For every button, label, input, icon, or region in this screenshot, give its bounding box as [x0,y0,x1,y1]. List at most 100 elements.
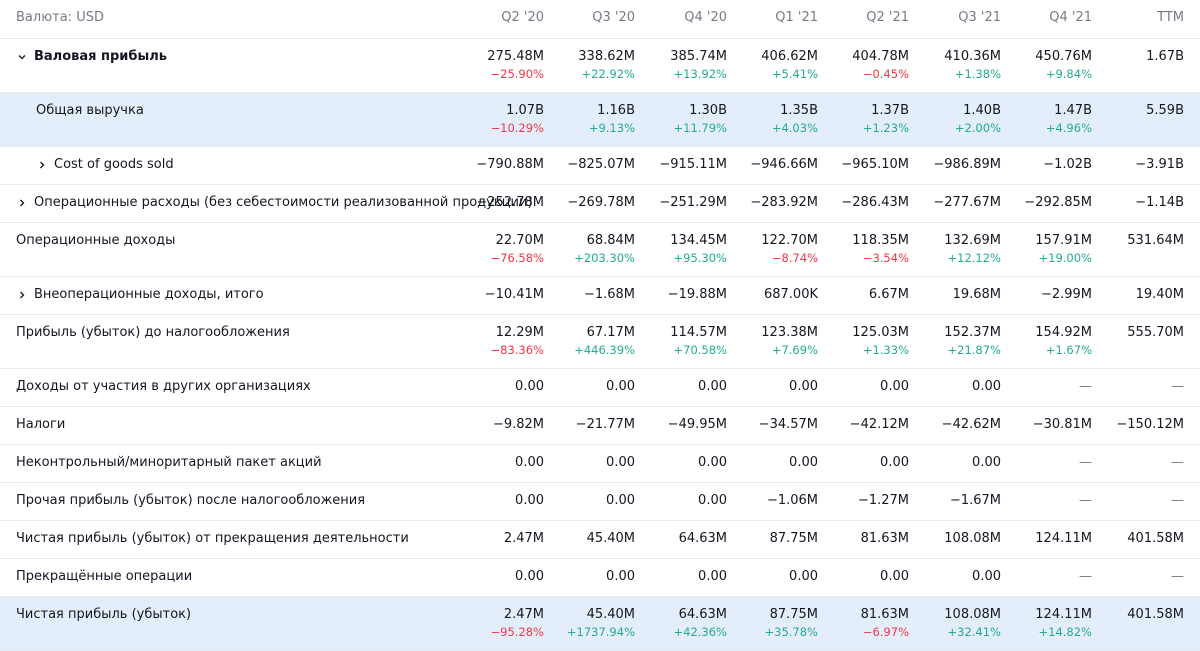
chevron-right-icon[interactable] [16,289,28,301]
value-cell: 401.58M [1127,531,1184,547]
value: −1.06M [766,493,818,508]
change-percent: +13.92% [673,67,728,81]
value-cell: −19.88M [668,287,727,303]
value-cell: 124.11M [1035,531,1092,547]
value: 118.35M [852,233,909,248]
value: 154.92M [1035,325,1092,340]
change-percent: +95.30% [673,251,728,265]
change-percent: +446.39% [574,343,635,357]
table-row[interactable]: Операционные расходы (без себестоимости … [0,185,1200,223]
value: 1.67B [1146,49,1184,64]
row-label: Чистая прибыль (убыток) от прекращения д… [16,531,409,546]
column-header: Q3 '20 [592,10,635,25]
value-cell: −1.68M [584,287,635,303]
value-cell: 1.67B [1146,49,1184,65]
value: −30.81M [1032,417,1092,432]
value-cell: 531.64M [1127,233,1184,249]
value-cell: 134.45M +95.30% [670,233,727,265]
value: 12.29M [495,325,544,340]
table-body: Валовая прибыль 275.48M −25.90% 338.62M +22.… [0,39,1200,651]
value: −34.57M [758,417,818,432]
value: 338.62M [578,49,635,64]
value-cell: 0.00 [972,379,1001,395]
value-cell: −49.95M [668,417,727,433]
value-cell: 0.00 [789,569,818,585]
value: 2.47M [503,607,544,622]
value-cell: −1.06M [767,493,818,509]
value-cell: 0.00 [972,455,1001,471]
value: −292.85M [1024,195,1092,210]
row-label: Доходы от участия в других организациях [16,379,311,394]
change-percent: −0.45% [862,67,909,81]
value-cell: −1.14B [1135,195,1184,211]
value: 64.63M [678,531,727,546]
table-row[interactable]: Валовая прибыль 275.48M −25.90% 338.62M +22.… [0,39,1200,93]
change-percent: +70.58% [673,343,728,357]
value-cell: 338.62M +22.92% [578,49,635,81]
value-cell: −3.91B [1135,157,1184,173]
value: −1.27M [857,493,909,508]
value-cell: 152.37M +21.87% [944,325,1001,357]
table-row[interactable]: Cost of goods sold −790.88M −825.07M −915.1… [0,147,1200,185]
value: 0.00 [698,569,727,584]
value-cell: 401.58M [1127,607,1184,623]
table-row[interactable]: Внеоперационные доходы, итого −10.41M −1.6… [0,277,1200,315]
value: 19.40M [1135,287,1184,302]
value: 5.59B [1146,103,1184,118]
row-label-text: Доходы от участия в других организациях [16,379,311,394]
value: 0.00 [789,569,818,584]
value-cell: −915.11M [659,157,727,173]
currency-label: Валюта: USD [16,10,104,25]
row-label-text: Чистая прибыль (убыток) [16,607,192,622]
row-label: Неконтрольный/миноритарный пакет акций [16,455,322,470]
value: 81.63M [860,607,909,622]
value: −825.07M [567,157,635,172]
value: 1.30B [689,103,727,118]
value-cell: −34.57M [759,417,818,433]
value-cell: −10.41M [485,287,544,303]
chevron-right-icon[interactable] [16,197,28,209]
value: — [1079,455,1092,470]
change-percent: +9.84% [1045,67,1092,81]
row-label-text: Прочая прибыль (убыток) после налогообло… [16,493,366,508]
value: 555.70M [1127,325,1184,340]
value: −1.67M [949,493,1001,508]
value: 19.68M [952,287,1001,302]
change-percent: +14.82% [1038,625,1093,639]
table-row: Операционные доходы 22.70M −76.58% 68.84M +2… [0,223,1200,277]
value-cell: −21.77M [576,417,635,433]
chevron-down-icon[interactable] [16,51,28,63]
value: −946.66M [750,157,818,172]
row-label[interactable]: Валовая прибыль [16,49,167,64]
value: −965.10M [841,157,909,172]
row-label[interactable]: Cost of goods sold [36,157,174,172]
value-cell: 118.35M −3.54% [852,233,909,265]
value-cell: −1.67M [950,493,1001,509]
column-header: Q2 '21 [866,10,909,25]
value-cell: 157.91M +19.00% [1035,233,1092,265]
row-label[interactable]: Внеоперационные доходы, итого [16,287,264,302]
value-cell: −946.66M [750,157,818,173]
value-cell: — [1171,379,1184,395]
value-cell: −269.78M [567,195,635,211]
column-header: Q4 '20 [684,10,727,25]
value: −3.91B [1135,157,1184,172]
value: −252.78M [476,195,544,210]
value: — [1079,569,1092,584]
value: 45.40M [586,531,635,546]
value: 67.17M [586,325,635,340]
chevron-right-icon[interactable] [36,159,48,171]
value: 406.62M [761,49,818,64]
value: 404.78M [852,49,909,64]
value: 531.64M [1127,233,1184,248]
value: 1.35B [780,103,818,118]
value-cell: 0.00 [698,493,727,509]
row-label-text: Внеоперационные доходы, итого [34,287,264,302]
value: −251.29M [659,195,727,210]
value-cell: 81.63M [861,531,909,547]
row-label[interactable]: Операционные расходы (без себестоимости … [16,195,533,210]
value: 87.75M [769,531,818,546]
value-cell: −2.99M [1041,287,1092,303]
value: −1.14B [1135,195,1184,210]
value: 0.00 [606,455,635,470]
